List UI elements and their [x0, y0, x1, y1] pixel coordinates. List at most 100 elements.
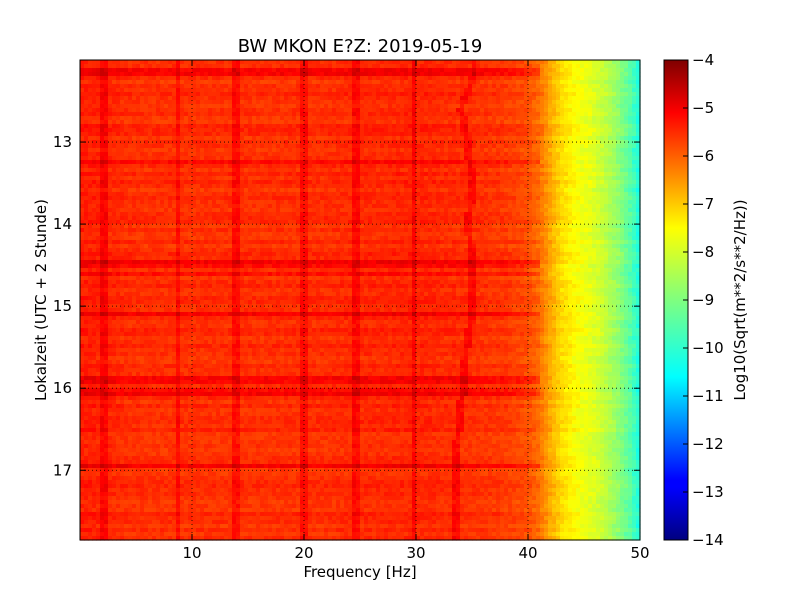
- heatmap-cell: [148, 144, 153, 149]
- heatmap-cell: [356, 132, 361, 137]
- heatmap-cell: [504, 188, 509, 193]
- heatmap-cell: [248, 192, 253, 197]
- heatmap-cell: [604, 76, 609, 81]
- heatmap-cell: [356, 84, 361, 89]
- heatmap-cell: [592, 136, 597, 141]
- heatmap-cell: [556, 192, 561, 197]
- heatmap-cell: [408, 136, 413, 141]
- heatmap-cell: [288, 112, 293, 117]
- heatmap-cell: [324, 180, 329, 185]
- heatmap-cell: [568, 184, 573, 189]
- heatmap-cell: [296, 196, 301, 201]
- heatmap-cell: [260, 116, 265, 121]
- heatmap-cell: [324, 64, 329, 69]
- heatmap-cell: [632, 68, 637, 73]
- heatmap-cell: [324, 80, 329, 85]
- heatmap-cell: [112, 136, 117, 141]
- heatmap-cell: [268, 112, 273, 117]
- heatmap-cell: [428, 72, 433, 77]
- heatmap-cell: [328, 96, 333, 101]
- heatmap-cell: [584, 84, 589, 89]
- heatmap-cell: [568, 164, 573, 169]
- heatmap-cell: [528, 68, 533, 73]
- heatmap-cell: [364, 96, 369, 101]
- heatmap-cell: [604, 88, 609, 93]
- heatmap-cell: [220, 76, 225, 81]
- heatmap-cell: [316, 152, 321, 157]
- heatmap-cell: [140, 84, 145, 89]
- heatmap-cell: [540, 60, 545, 65]
- heatmap-cell: [516, 80, 521, 85]
- heatmap-cell: [248, 188, 253, 193]
- heatmap-cell: [596, 120, 601, 125]
- heatmap-cell: [472, 104, 477, 109]
- heatmap-cell: [572, 180, 577, 185]
- heatmap-cell: [132, 64, 137, 69]
- heatmap-cell: [156, 112, 161, 117]
- heatmap-cell: [140, 100, 145, 105]
- heatmap-cell: [208, 104, 213, 109]
- heatmap-cell: [500, 132, 505, 137]
- heatmap-cell: [548, 192, 553, 197]
- heatmap-cell: [180, 116, 185, 121]
- heatmap-cell: [512, 128, 517, 133]
- heatmap-cell: [592, 192, 597, 197]
- heatmap-cell: [208, 128, 213, 133]
- heatmap-cell: [208, 180, 213, 185]
- heatmap-cell: [476, 124, 481, 129]
- heatmap-cell: [232, 108, 237, 113]
- heatmap-cell: [184, 164, 189, 169]
- heatmap-cell: [456, 192, 461, 197]
- heatmap-cell: [544, 84, 549, 89]
- heatmap-cell: [508, 84, 513, 89]
- heatmap-cell: [596, 112, 601, 117]
- heatmap-cell: [408, 132, 413, 137]
- heatmap-cell: [196, 116, 201, 121]
- heatmap-cell: [400, 192, 405, 197]
- heatmap-cell: [480, 116, 485, 121]
- heatmap-cell: [112, 128, 117, 133]
- heatmap-cell: [532, 148, 537, 153]
- heatmap-cell: [508, 60, 513, 65]
- heatmap-cell: [508, 152, 513, 157]
- heatmap-cell: [204, 104, 209, 109]
- heatmap-cell: [84, 84, 89, 89]
- heatmap-cell: [512, 148, 517, 153]
- heatmap-cell: [520, 104, 525, 109]
- heatmap-cell: [388, 88, 393, 93]
- heatmap-cell: [168, 196, 173, 201]
- heatmap-cell: [276, 124, 281, 129]
- heatmap-cell: [460, 144, 465, 149]
- heatmap-cell: [156, 108, 161, 113]
- heatmap-cell: [220, 132, 225, 137]
- heatmap-cell: [352, 160, 357, 165]
- heatmap-cell: [272, 120, 277, 125]
- heatmap-cell: [372, 176, 377, 181]
- heatmap-cell: [492, 64, 497, 69]
- heatmap-cell: [500, 96, 505, 101]
- heatmap-cell: [196, 164, 201, 169]
- heatmap-cell: [488, 84, 493, 89]
- heatmap-cell: [484, 196, 489, 201]
- heatmap-cell: [504, 96, 509, 101]
- heatmap-cell: [116, 200, 121, 205]
- heatmap-cell: [632, 148, 637, 153]
- heatmap-cell: [156, 116, 161, 121]
- heatmap-cell: [172, 196, 177, 201]
- heatmap-cell: [332, 172, 337, 177]
- heatmap-cell: [244, 184, 249, 189]
- heatmap-cell: [144, 120, 149, 125]
- heatmap-cell: [352, 68, 357, 73]
- heatmap-cell: [248, 156, 253, 161]
- heatmap-cell: [424, 136, 429, 141]
- heatmap-cell: [200, 100, 205, 105]
- heatmap-cell: [416, 188, 421, 193]
- heatmap-cell: [112, 76, 117, 81]
- heatmap-cell: [292, 72, 297, 77]
- heatmap-cell: [616, 76, 621, 81]
- heatmap-cell: [544, 148, 549, 153]
- heatmap-cell: [552, 144, 557, 149]
- heatmap-cell: [344, 76, 349, 81]
- heatmap-cell: [456, 76, 461, 81]
- heatmap-cell: [500, 60, 505, 65]
